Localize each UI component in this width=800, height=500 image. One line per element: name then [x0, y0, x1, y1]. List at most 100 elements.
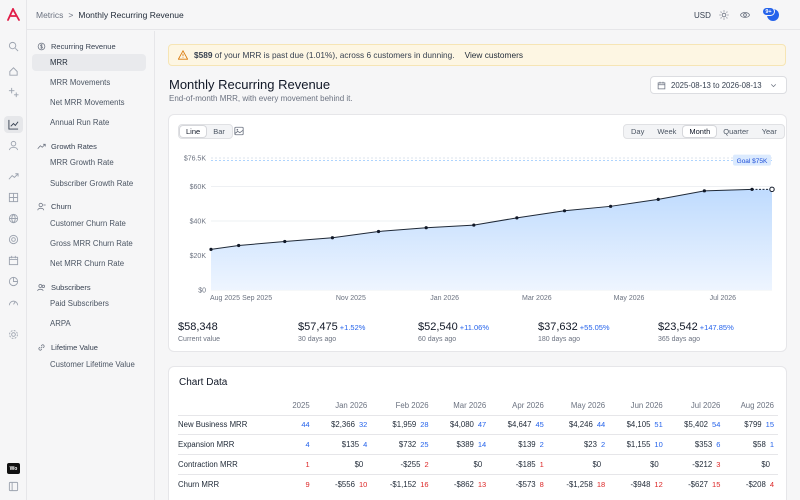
cell-count[interactable]: 1 — [769, 440, 774, 450]
sidebar-item-gross-mrr-churn-rate[interactable]: Gross MRR Churn Rate — [50, 239, 133, 248]
cell-amount: $4,246 — [568, 420, 593, 430]
stat-label: 30 days ago — [298, 336, 337, 343]
cell-amount: $135 — [341, 440, 360, 450]
trend-icon[interactable] — [8, 171, 19, 182]
interval-year[interactable]: Year — [761, 127, 777, 136]
cell-count[interactable]: 54 — [712, 420, 721, 430]
sparkle-icon[interactable] — [8, 87, 19, 98]
cell-count[interactable]: 28 — [420, 420, 429, 430]
sidebar-item-mrr-movements[interactable]: MRR Movements — [50, 78, 111, 87]
cell-count[interactable]: 10 — [358, 479, 368, 489]
theme-sun-icon[interactable] — [719, 10, 729, 20]
image-export-icon[interactable] — [234, 126, 244, 136]
chart-card: Line Bar Day Week Month Quarter Year $76… — [168, 114, 787, 352]
chart-type-line[interactable]: Line — [180, 126, 207, 137]
cell-count[interactable]: 2 — [539, 440, 544, 450]
cell-count[interactable]: 8 — [539, 479, 544, 489]
chart-line-icon[interactable] — [4, 116, 23, 133]
workspace-badge[interactable]: Wo — [7, 463, 20, 474]
calendar-icon[interactable] — [8, 255, 19, 266]
cell-count[interactable]: 44 — [596, 420, 606, 430]
cell-amount: $1,155 — [626, 440, 651, 450]
table-row: Churn MRR 9 -$556 10 -$1,152 16 -$862 13 -$573 8-… — [178, 473, 778, 494]
sidebar-item-mrr[interactable]: MRR — [32, 54, 146, 71]
cell-count[interactable]: 12 — [654, 479, 663, 489]
section-recurring-revenue: Recurring Revenue — [37, 42, 116, 51]
chart-data-table: 2025 Jan 2026 Feb 2026 Mar 2026 Apr 2026 May … — [178, 397, 778, 494]
cell-count[interactable]: 10 — [654, 440, 663, 450]
interval-week[interactable]: Week — [657, 127, 677, 136]
mrr-point — [656, 197, 660, 201]
cell-count[interactable]: 13 — [477, 479, 487, 489]
cell-amount: $0 — [592, 459, 602, 469]
cell-count[interactable]: 3 — [716, 459, 721, 469]
cell-amount: $1,959 — [392, 420, 417, 430]
target-icon[interactable] — [8, 234, 19, 245]
sidebar-item-arpa[interactable]: ARPA — [50, 319, 71, 328]
cell-count[interactable]: 16 — [420, 479, 429, 489]
cell-count[interactable]: 2 — [424, 459, 429, 469]
stat-value: $57,475 — [298, 321, 338, 333]
cell-count[interactable]: 2 — [600, 440, 606, 450]
cell-count[interactable]: 1 — [305, 459, 310, 469]
cell-count[interactable]: 9 — [305, 479, 310, 489]
cell-amount: $4,647 — [507, 420, 532, 430]
interval-quarter[interactable]: Quarter — [723, 127, 749, 136]
interval-day[interactable]: Day — [631, 127, 645, 136]
users-icon[interactable] — [8, 140, 19, 151]
notification-badge[interactable]: 9+ — [762, 7, 775, 16]
brand-a-logo[interactable] — [7, 8, 20, 21]
cell-count[interactable]: 6 — [716, 440, 721, 450]
panel-icon[interactable] — [8, 481, 19, 492]
mrr-point — [562, 209, 567, 213]
globe-icon[interactable] — [8, 213, 19, 224]
cell-count[interactable]: 14 — [477, 440, 487, 450]
cell-count[interactable]: 15 — [765, 420, 774, 430]
cell-count[interactable]: 18 — [596, 479, 606, 489]
chart-type-bar[interactable]: Bar — [213, 127, 225, 136]
pie-icon[interactable] — [8, 276, 19, 287]
sidebar-item-customer-churn-rate[interactable]: Customer Churn Rate — [50, 219, 126, 228]
cell-count[interactable]: 1 — [539, 459, 544, 469]
stat-label: 180 days ago — [538, 336, 581, 343]
cell-count[interactable]: 45 — [535, 420, 544, 430]
eye-icon[interactable] — [740, 10, 750, 20]
cell-count[interactable]: 4 — [363, 440, 368, 450]
x-tick-label: Jul 2026 — [710, 295, 737, 302]
sidebar-item-net-mrr-churn-rate[interactable]: Net MRR Churn Rate — [50, 259, 125, 268]
y-tick-label: $60K — [190, 184, 207, 191]
sidebar-item-paid-subscribers[interactable]: Paid Subscribers — [50, 299, 109, 308]
search-icon[interactable] — [8, 41, 19, 52]
cell-amount: -$212 — [692, 459, 713, 469]
cell-count[interactable]: 51 — [654, 420, 663, 430]
mrr-point — [424, 226, 428, 230]
stat-label: Current value — [178, 336, 221, 343]
date-range-picker[interactable]: 2025-08-13 to 2026-08-13 — [650, 76, 787, 94]
cell-count[interactable]: 32 — [358, 420, 368, 430]
x-tick-label: Nov 2025 — [336, 295, 366, 302]
x-tick-label: Jan 2026 — [430, 295, 459, 302]
sidebar-item-annual-run-rate[interactable]: Annual Run Rate — [50, 118, 110, 127]
sidebar-item-mrr-growth-rate[interactable]: MRR Growth Rate — [50, 158, 114, 167]
settings-icon[interactable] — [8, 329, 19, 340]
cell-count[interactable]: 25 — [420, 440, 429, 450]
home-icon[interactable] — [8, 66, 19, 77]
cell-count[interactable]: 47 — [477, 420, 487, 430]
cell-amount: -$556 — [334, 479, 355, 489]
sidebar-item-net-mrr-movements[interactable]: Net MRR Movements — [50, 98, 125, 107]
sidebar-item-subscriber-growth-rate[interactable]: Subscriber Growth Rate — [50, 179, 134, 188]
currency-selector[interactable]: USD — [694, 11, 711, 20]
cell-count[interactable]: 4 — [305, 440, 310, 450]
gauge-icon[interactable] — [8, 297, 19, 308]
row-label: Contraction MRR — [178, 453, 284, 475]
cell-count[interactable]: 15 — [712, 479, 721, 489]
stat-delta: +11.06% — [459, 323, 490, 332]
cell-count[interactable]: 44 — [301, 420, 310, 430]
interval-month[interactable]: Month — [683, 126, 717, 137]
user-minus-icon — [37, 202, 46, 211]
sidebar-item-customer-lifetime-value[interactable]: Customer Lifetime Value — [50, 360, 135, 369]
view-customers-link[interactable]: View customers — [464, 50, 523, 60]
cell-count[interactable]: 4 — [769, 479, 774, 489]
breadcrumb-parent[interactable]: Metrics — [36, 10, 64, 20]
grid-icon[interactable] — [8, 192, 19, 203]
